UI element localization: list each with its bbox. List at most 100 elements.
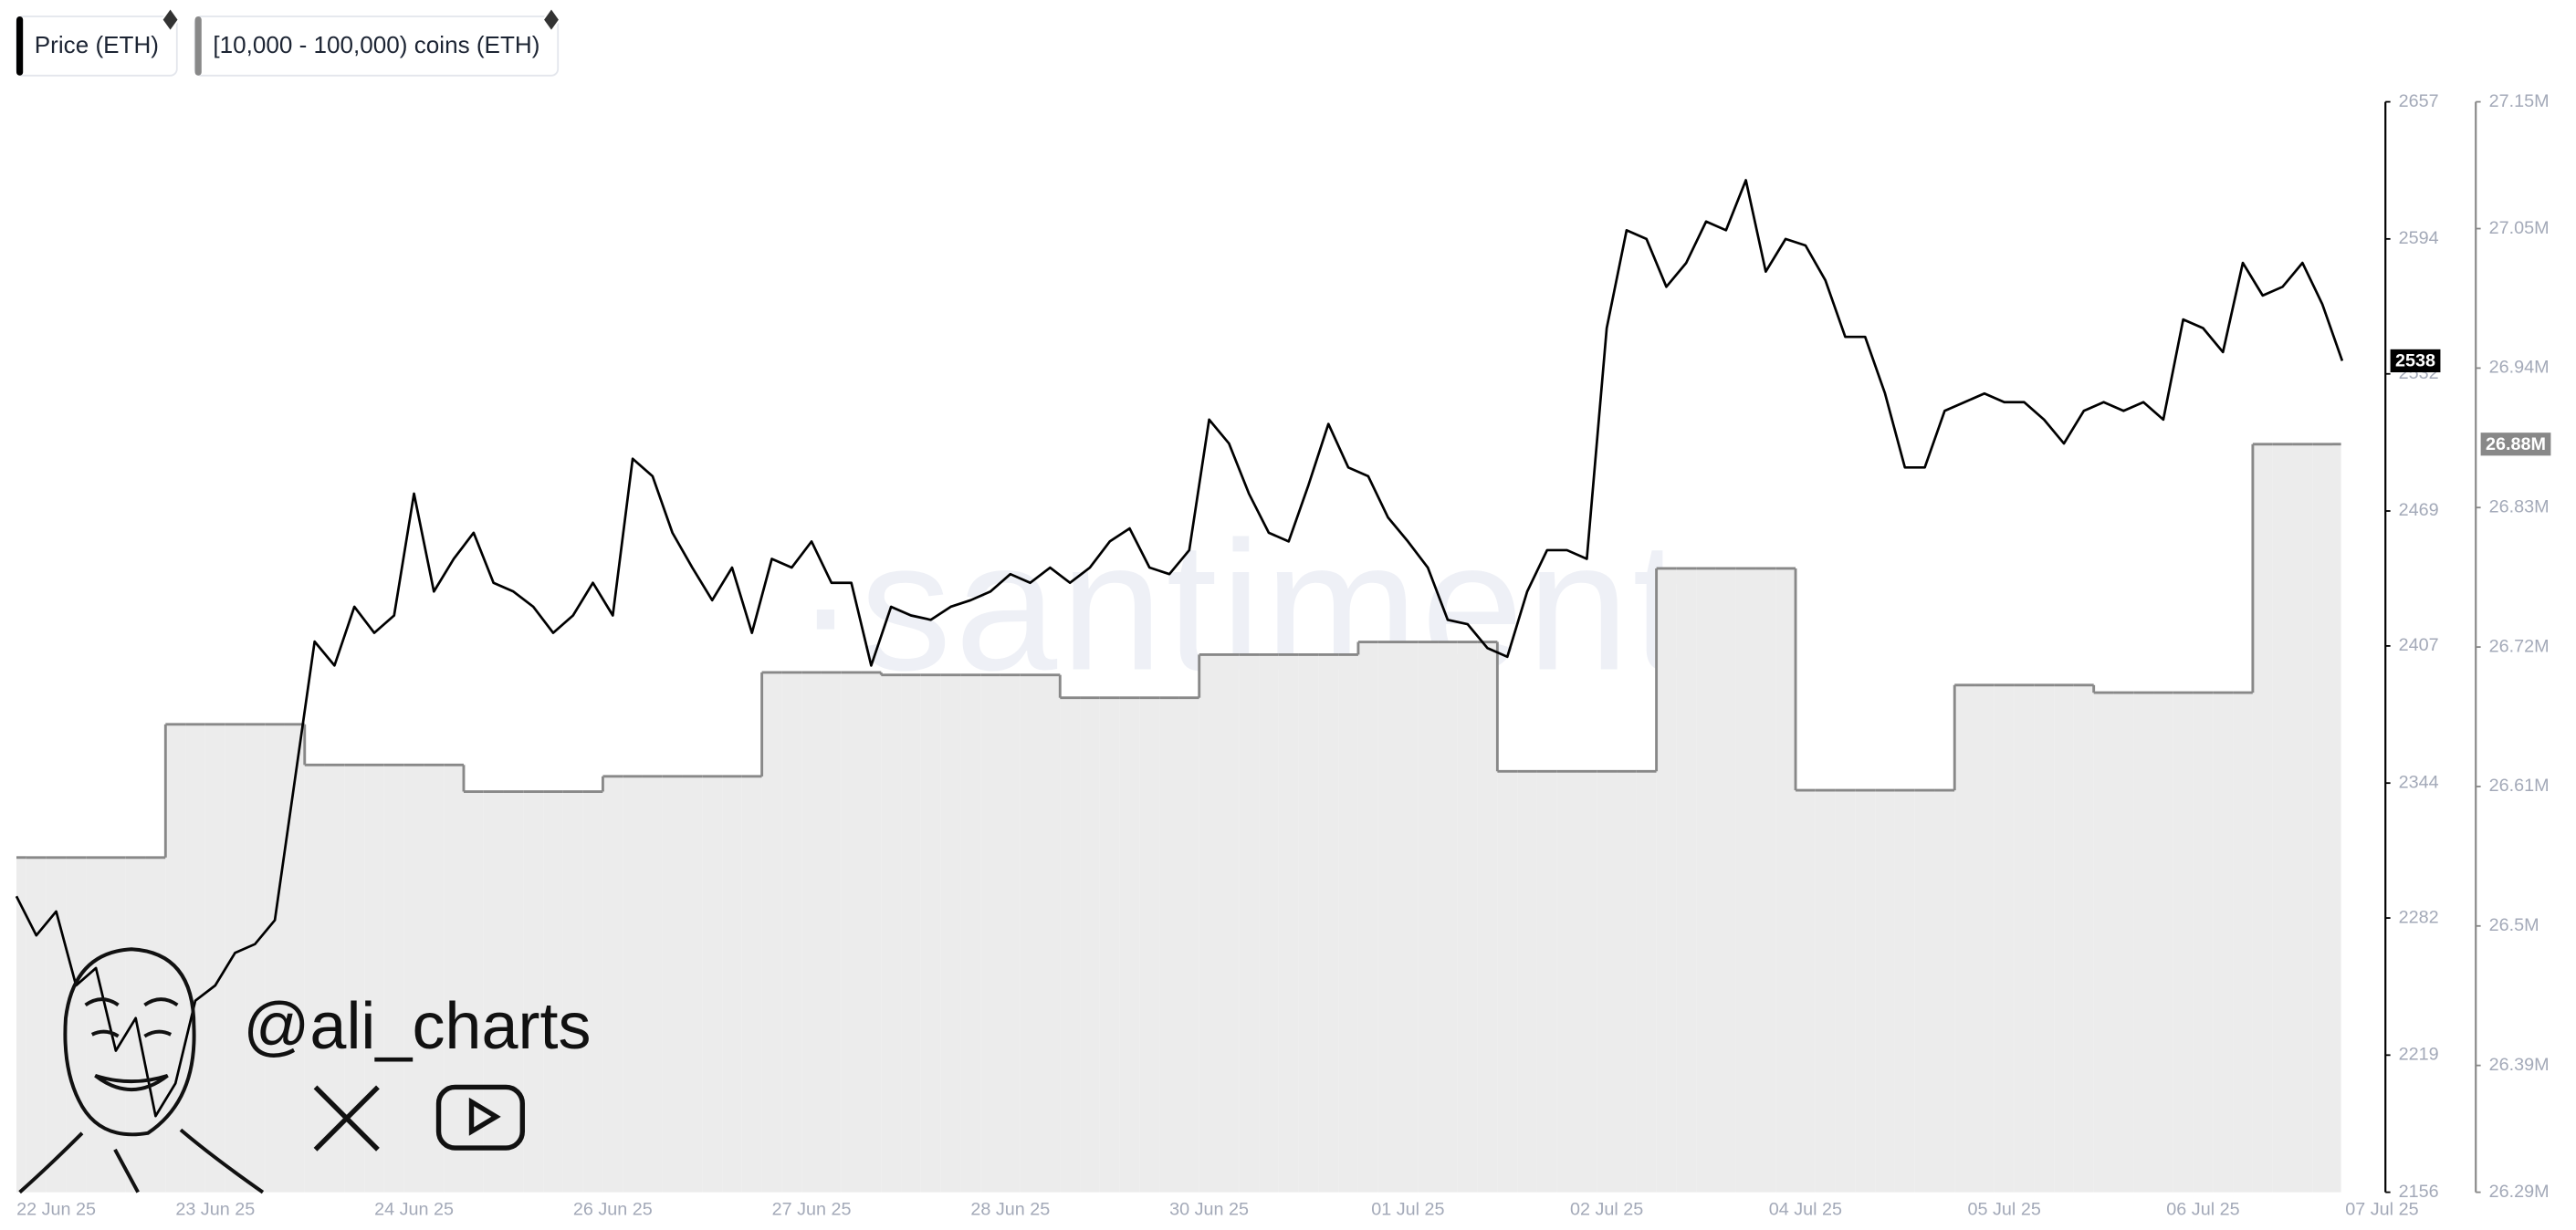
legend-item[interactable]: [10,000 - 100,000) coins (ETH): [194, 6, 561, 77]
area-segment: [722, 776, 742, 1193]
y2-tick-label: 26.94M: [2489, 358, 2550, 378]
area-segment: [2014, 684, 2035, 1193]
area-segment: [2332, 443, 2341, 1193]
area-segment: [523, 791, 544, 1193]
area-segment: [1536, 771, 1557, 1193]
x-logo: [313, 1085, 380, 1152]
x-tick-label: 24 Jun 25: [374, 1200, 454, 1220]
area-segment: [2213, 693, 2234, 1193]
y-tick-label: 2469: [2399, 500, 2439, 520]
y2-tick-label: 26.72M: [2489, 636, 2550, 656]
area-segment: [304, 765, 325, 1193]
area-segment: [1298, 654, 1319, 1193]
area-segment: [463, 791, 484, 1193]
y-tick-label: 2657: [2399, 91, 2439, 111]
area-segment: [1080, 697, 1100, 1193]
head-outline: [63, 947, 196, 1137]
eth-icon: [541, 6, 561, 33]
area-segment: [1438, 641, 1458, 1193]
area-segment: [623, 776, 643, 1193]
area-segment: [2113, 693, 2134, 1193]
area-segment: [1418, 641, 1439, 1193]
area-segment: [1656, 568, 1677, 1193]
shoulders: [18, 1128, 265, 1194]
x-tick-label: 27 Jun 25: [772, 1200, 852, 1220]
area-segment: [801, 672, 822, 1193]
area-layer: [16, 443, 2341, 1193]
area-segment: [1676, 568, 1697, 1193]
area-segment: [1119, 697, 1140, 1193]
last-value-label: 26.88M: [2486, 434, 2546, 454]
last-value-badge: [2480, 433, 2551, 456]
area-segment: [383, 765, 404, 1193]
area-segment: [185, 724, 205, 1193]
youtube-frame: [435, 1084, 526, 1151]
area-segment: [66, 857, 87, 1193]
x-tick-label: 05 Jul 25: [1968, 1200, 2041, 1220]
area-segment: [1875, 790, 1895, 1193]
area-segment: [2073, 684, 2094, 1193]
area-segment: [741, 776, 762, 1193]
area-segment: [1457, 641, 1478, 1193]
area-segment: [364, 765, 384, 1193]
area-segment: [204, 724, 225, 1193]
area-segment: [403, 765, 424, 1193]
area-segment: [1477, 641, 1498, 1193]
area-segment: [1855, 790, 1876, 1193]
area-segment: [1398, 641, 1419, 1193]
y2-tick-label: 27.15M: [2489, 91, 2550, 111]
x-tick-label: 02 Jul 25: [1570, 1200, 1643, 1220]
area-segment: [424, 765, 445, 1193]
brows: [84, 997, 179, 1007]
area-segment: [1914, 790, 1935, 1193]
area-segment: [1099, 697, 1120, 1193]
youtube-play: [468, 1097, 501, 1136]
area-segment: [980, 674, 1000, 1193]
area-segment: [1060, 697, 1081, 1193]
area-segment: [1994, 684, 2015, 1193]
y2-tick-label: 26.5M: [2489, 915, 2539, 935]
y-tick-label: 2594: [2399, 228, 2439, 248]
legend-swatch: [16, 16, 24, 76]
area-segment: [1338, 654, 1358, 1193]
youtube-icon[interactable]: [435, 1084, 526, 1151]
area-segment: [2173, 693, 2194, 1193]
legend-swatch: [194, 16, 202, 76]
area-segment: [2312, 443, 2333, 1193]
area-segment: [2093, 693, 2114, 1193]
area-segment: [1517, 771, 1537, 1193]
area-segment: [1735, 568, 1756, 1193]
area-segment: [26, 857, 47, 1193]
area-segment: [1835, 790, 1856, 1193]
x-tick-label: 06 Jul 25: [2166, 1200, 2239, 1220]
area-segment: [2292, 443, 2313, 1193]
area-segment: [1556, 771, 1577, 1193]
area-segment: [1715, 568, 1736, 1193]
area-segment: [1597, 771, 1618, 1193]
author-sketch: [18, 947, 265, 1194]
x-icon[interactable]: [313, 1085, 380, 1152]
area-segment: [1377, 641, 1398, 1193]
area-segment: [1775, 568, 1796, 1193]
area-segment: [1357, 641, 1378, 1193]
x-tick-label: 26 Jun 25: [573, 1200, 653, 1220]
area-segment: [444, 765, 464, 1193]
y-tick-label: 2156: [2399, 1182, 2439, 1202]
area-segment: [1636, 771, 1657, 1193]
legend-item[interactable]: Price (ETH): [16, 6, 180, 77]
area-segment: [483, 791, 504, 1193]
area-segment: [1974, 684, 1995, 1193]
area-segment: [1755, 568, 1776, 1193]
y-tick-label: 2407: [2399, 635, 2439, 655]
area-segment: [1796, 790, 1816, 1193]
area-segment: [1894, 790, 1915, 1193]
area-segment: [225, 724, 246, 1193]
area-segment: [2233, 693, 2253, 1193]
area-segment: [1696, 568, 1716, 1193]
area-segment: [2272, 443, 2293, 1193]
area-segment: [1259, 654, 1279, 1193]
area-segment: [344, 765, 365, 1193]
area-segment: [265, 724, 285, 1193]
area-segment: [324, 765, 345, 1193]
area-segment: [284, 724, 305, 1193]
